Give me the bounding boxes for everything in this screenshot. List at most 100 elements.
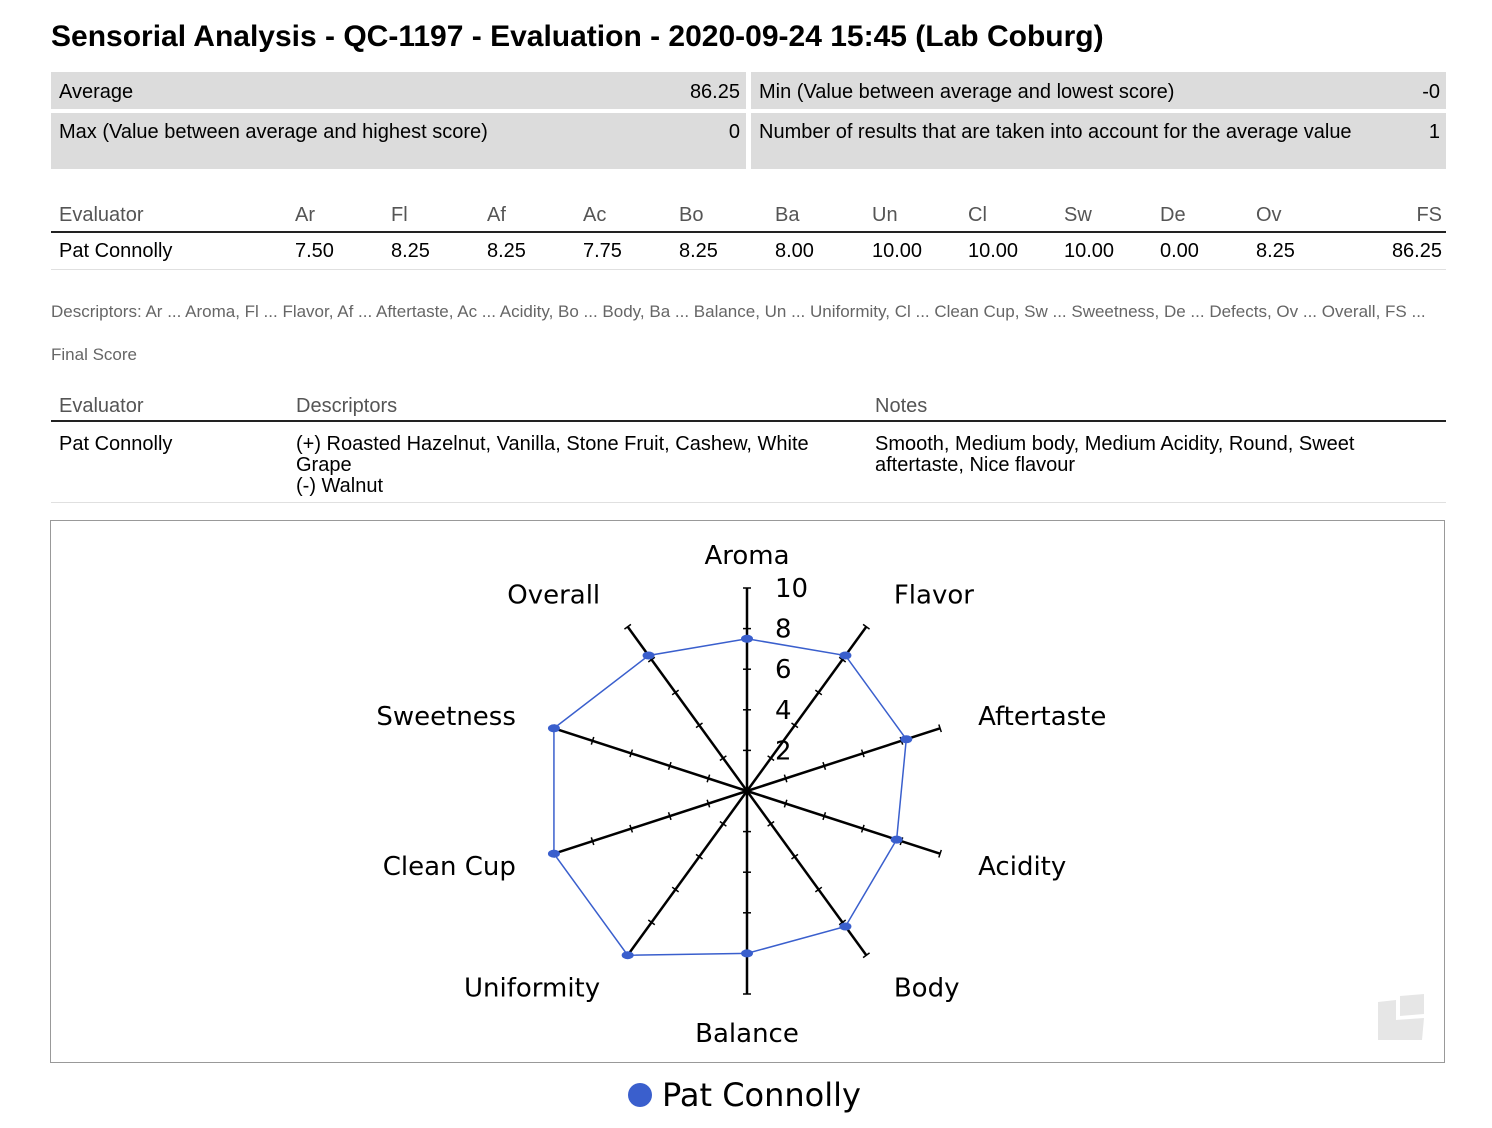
cell-bo: 8.25 bbox=[671, 232, 767, 270]
summary-max: Max (Value between average and highest s… bbox=[51, 113, 746, 169]
header-evaluator: Evaluator bbox=[51, 390, 288, 422]
summary-count: Number of results that are taken into ac… bbox=[751, 113, 1446, 169]
cell-af: 8.25 bbox=[479, 232, 575, 270]
header-de: De bbox=[1152, 200, 1248, 233]
header-un: Un bbox=[864, 200, 960, 233]
header-fs: FS bbox=[1344, 200, 1446, 233]
positive-descriptors: (+) Roasted Hazelnut, Vanilla, Stone Fru… bbox=[296, 433, 809, 476]
axis-tick bbox=[629, 824, 634, 833]
summary-average-value: 86.25 bbox=[689, 81, 740, 103]
legend-marker bbox=[628, 1083, 652, 1107]
cell-cl: 10.00 bbox=[960, 232, 1056, 270]
data-point bbox=[547, 724, 560, 733]
summary-max-value: 0 bbox=[728, 121, 740, 143]
axis-tick bbox=[814, 886, 823, 893]
cell-ba: 8.00 bbox=[767, 232, 864, 270]
cell-ov: 8.25 bbox=[1248, 232, 1344, 270]
cell-descriptors: (+) Roasted Hazelnut, Vanilla, Stone Fru… bbox=[288, 421, 867, 503]
header-fl: Fl bbox=[383, 200, 479, 233]
axis-label-overall: Overall bbox=[507, 580, 600, 610]
axis-line-overall bbox=[626, 626, 749, 792]
descriptors-table: Evaluator Descriptors Notes Pat Connolly… bbox=[51, 390, 1446, 503]
axis-tick bbox=[706, 799, 711, 808]
tick-label: 10 bbox=[775, 574, 808, 604]
axis-tick bbox=[629, 749, 634, 758]
cell-evaluator: Pat Connolly bbox=[51, 421, 288, 503]
scores-header-row: Evaluator Ar Fl Af Ac Bo Ba Un Cl Sw De … bbox=[51, 200, 1446, 233]
axis-tick bbox=[671, 886, 680, 893]
axis-tick bbox=[695, 722, 703, 729]
axis-label-sweetness: Sweetness bbox=[376, 702, 516, 732]
cell-ar: 7.50 bbox=[287, 232, 383, 270]
summary-grid: Average 86.25 Min (Value between average… bbox=[51, 72, 1446, 169]
axis-tick bbox=[838, 656, 847, 663]
axis-line-uniformity bbox=[626, 790, 749, 956]
axis-label-balance: Balance bbox=[695, 1019, 799, 1049]
chart-legend: Pat Connolly bbox=[628, 1076, 861, 1114]
axis-tick bbox=[695, 853, 703, 860]
summary-max-label: Max (Value between average and highest s… bbox=[59, 121, 488, 143]
tick-label: 6 bbox=[775, 655, 792, 685]
axis-tick bbox=[647, 919, 656, 926]
axis-tick bbox=[783, 799, 788, 808]
axis-tick bbox=[783, 774, 788, 783]
axis-tick bbox=[767, 755, 775, 762]
data-point bbox=[839, 922, 852, 931]
axis-tick bbox=[938, 849, 943, 858]
data-point bbox=[839, 651, 852, 660]
header-descriptors: Descriptors bbox=[288, 390, 867, 422]
axis-tick bbox=[671, 689, 680, 696]
axis-tick bbox=[814, 689, 823, 696]
negative-descriptors: (-) Walnut bbox=[296, 475, 384, 497]
summary-average: Average 86.25 bbox=[51, 72, 746, 109]
logo-watermark-icon bbox=[1378, 994, 1424, 1040]
cell-notes: Smooth, Medium body, Medium Acidity, Rou… bbox=[867, 421, 1446, 503]
axis-tick bbox=[822, 761, 827, 770]
axis-tick bbox=[860, 824, 865, 833]
axis-tick bbox=[767, 820, 775, 827]
axis-tick bbox=[862, 623, 870, 630]
cell-fl: 8.25 bbox=[383, 232, 479, 270]
axis-tick bbox=[938, 724, 943, 733]
tick-label: 8 bbox=[775, 615, 792, 645]
axis-tick bbox=[590, 736, 595, 745]
header-ac: Ac bbox=[575, 200, 671, 233]
axis-tick bbox=[647, 656, 656, 663]
data-point bbox=[642, 651, 655, 660]
axis-tick bbox=[624, 623, 632, 630]
scores-table: Evaluator Ar Fl Af Ac Bo Ba Un Cl Sw De … bbox=[51, 200, 1446, 270]
axis-tick bbox=[719, 755, 727, 762]
axis-line-clean-cup bbox=[553, 789, 748, 855]
data-point bbox=[741, 949, 753, 958]
summary-average-label: Average bbox=[59, 81, 134, 103]
header-ov: Ov bbox=[1248, 200, 1344, 233]
tick-label: 4 bbox=[775, 696, 792, 726]
data-point bbox=[900, 735, 913, 744]
header-cl: Cl bbox=[960, 200, 1056, 233]
cell-de: 0.00 bbox=[1152, 232, 1248, 270]
data-point bbox=[547, 849, 560, 858]
axis-tick bbox=[822, 812, 827, 821]
axis-label-aftertaste: Aftertaste bbox=[978, 702, 1106, 732]
axis-label-aroma: Aroma bbox=[704, 541, 789, 571]
header-notes: Notes bbox=[867, 390, 1446, 422]
axis-tick bbox=[791, 853, 799, 860]
page-title: Sensorial Analysis - QC-1197 - Evaluatio… bbox=[51, 20, 1104, 53]
summary-min-value: -0 bbox=[1422, 81, 1440, 103]
axis-label-acidity: Acidity bbox=[978, 852, 1066, 882]
data-point bbox=[741, 634, 753, 643]
axis-line-sweetness bbox=[553, 727, 748, 793]
axis-label-uniformity: Uniformity bbox=[464, 974, 600, 1004]
axis-label-clean-cup: Clean Cup bbox=[383, 852, 516, 882]
axis-tick bbox=[791, 722, 799, 729]
tick-label: 2 bbox=[775, 736, 792, 766]
cell-evaluator: Pat Connolly bbox=[51, 232, 287, 270]
axis-label-flavor: Flavor bbox=[894, 580, 974, 610]
cell-sw: 10.00 bbox=[1056, 232, 1152, 270]
descriptors-legend: Descriptors: Ar ... Aroma, Fl ... Flavor… bbox=[51, 302, 1426, 364]
axis-tick bbox=[838, 919, 847, 926]
axis-line-acidity bbox=[746, 789, 941, 855]
axis-tick bbox=[667, 812, 672, 821]
data-point bbox=[890, 835, 903, 844]
